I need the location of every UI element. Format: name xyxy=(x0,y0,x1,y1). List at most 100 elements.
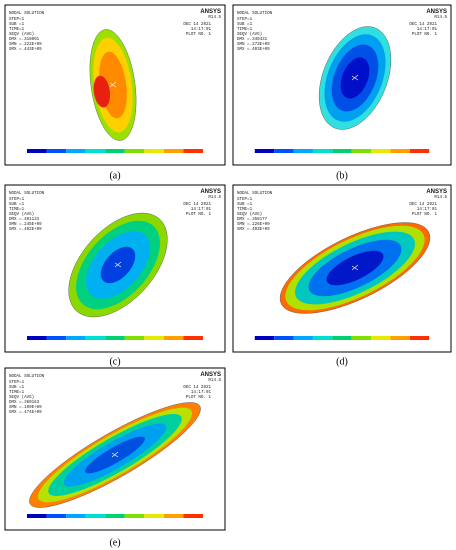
info-line: SMX =.403E+09 xyxy=(237,228,270,232)
panel-title: NODAL SOLUTION xyxy=(9,12,45,16)
colorbar-cell xyxy=(46,336,67,340)
colorbar-cell xyxy=(144,514,164,518)
contour-core xyxy=(93,75,111,108)
brand: ANSYS xyxy=(200,9,221,15)
info-line: DMX =.340431 xyxy=(237,38,268,42)
colorbar-cell xyxy=(183,336,203,340)
info-line: TIME=1 xyxy=(237,208,253,212)
time: 14:17:01 xyxy=(191,208,212,212)
info-line: TIME=1 xyxy=(237,28,253,32)
colorbar-cell xyxy=(46,514,67,518)
info-line: SMN =.222E+09 xyxy=(9,43,42,47)
info-line: STEP=1 xyxy=(9,198,25,202)
time: 14:17:01 xyxy=(417,28,438,32)
colorbar-cell xyxy=(183,514,203,518)
info-line: SMN =.273E+09 xyxy=(237,43,270,47)
info-line: TIME=1 xyxy=(9,28,25,32)
info-line: SMX =.402E+09 xyxy=(9,228,42,232)
colorbar-cell xyxy=(390,336,410,340)
brand: ANSYS xyxy=(426,189,447,195)
info-line: SEQV (AVG) xyxy=(237,212,262,217)
date: DEC 14 2021 xyxy=(409,203,437,207)
info-line: SUB =1 xyxy=(9,203,25,207)
colorbar-cell xyxy=(124,149,145,153)
colorbar-cell xyxy=(390,149,410,153)
info-line: SUB =1 xyxy=(9,386,25,390)
info-line: DMX =.401133 xyxy=(9,218,40,222)
colorbar-cell xyxy=(163,149,184,153)
info-line: DMX =.358177 xyxy=(237,218,268,222)
node-marker xyxy=(351,74,359,81)
colorbar-cell xyxy=(105,514,125,518)
colorbar-cell xyxy=(351,336,372,340)
info-line: SMX =.474E+09 xyxy=(9,411,42,415)
colorbar-cell xyxy=(85,336,106,340)
colorbar-cell xyxy=(254,336,275,340)
colorbar-cell xyxy=(371,149,391,153)
colorbar-cell xyxy=(144,149,164,153)
colorbar-cell xyxy=(163,514,184,518)
colorbar-cell xyxy=(254,149,275,153)
info-line: DMX =.360163 xyxy=(9,401,40,405)
version: R14.5 xyxy=(208,16,221,20)
colorbar-cell xyxy=(274,336,294,340)
colorbar-cell xyxy=(27,514,47,518)
info-line: SEQV (AVG) xyxy=(237,32,262,37)
colorbar-cell xyxy=(409,149,430,153)
plot-number: PLOT NO. 1 xyxy=(412,213,438,217)
panel-label: (b) xyxy=(336,170,348,181)
version: R14.5 xyxy=(208,196,221,200)
colorbar-cell xyxy=(351,149,372,153)
info-line: SMX =.403E+09 xyxy=(237,48,270,52)
info-line: STEP=1 xyxy=(9,18,25,22)
info-line: SMN =.199E+09 xyxy=(9,406,42,410)
info-line: SUB =1 xyxy=(9,23,25,27)
colorbar-cell xyxy=(66,149,86,153)
colorbar-cell xyxy=(183,149,203,153)
info-line: TIME=1 xyxy=(9,391,25,395)
colorbar-cell xyxy=(332,336,352,340)
node-marker xyxy=(351,264,359,271)
time: 14:17:01 xyxy=(417,208,438,212)
node-marker xyxy=(111,451,119,458)
plot-number: PLOT NO. 1 xyxy=(186,396,212,400)
colorbar-cell xyxy=(312,149,333,153)
info-line: SEQV (AVG) xyxy=(9,395,34,400)
info-line: SUB =1 xyxy=(237,23,253,27)
panel-title: NODAL SOLUTION xyxy=(9,375,45,379)
date: DEC 14 2021 xyxy=(183,203,211,207)
plot-number: PLOT NO. 1 xyxy=(186,33,212,37)
colorbar-cell xyxy=(27,336,47,340)
colorbar-cell xyxy=(105,149,125,153)
colorbar-cell xyxy=(409,336,430,340)
date: DEC 14 2021 xyxy=(183,23,211,27)
version: R14.5 xyxy=(434,16,447,20)
colorbar-cell xyxy=(124,514,145,518)
panel-title: NODAL SOLUTION xyxy=(237,192,273,196)
panel-title: NODAL SOLUTION xyxy=(9,192,45,196)
panel-label: (d) xyxy=(336,356,348,367)
info-line: STEP=1 xyxy=(237,18,253,22)
colorbar-cell xyxy=(66,336,86,340)
date: DEC 14 2021 xyxy=(409,23,437,27)
colorbar-cell xyxy=(163,336,184,340)
info-line: SUB =1 xyxy=(237,203,253,207)
node-marker xyxy=(114,261,122,268)
info-line: SMX =.443E+09 xyxy=(9,48,42,52)
brand: ANSYS xyxy=(200,189,221,195)
colorbar-cell xyxy=(293,336,313,340)
info-line: SEQV (AVG) xyxy=(9,212,34,217)
colorbar-cell xyxy=(144,336,164,340)
colorbar-cell xyxy=(124,336,145,340)
date: DEC 14 2021 xyxy=(183,386,211,390)
time: 14:17:01 xyxy=(191,391,212,395)
panel-title: NODAL SOLUTION xyxy=(237,12,273,16)
brand: ANSYS xyxy=(200,372,221,378)
info-line: STEP=1 xyxy=(237,198,253,202)
